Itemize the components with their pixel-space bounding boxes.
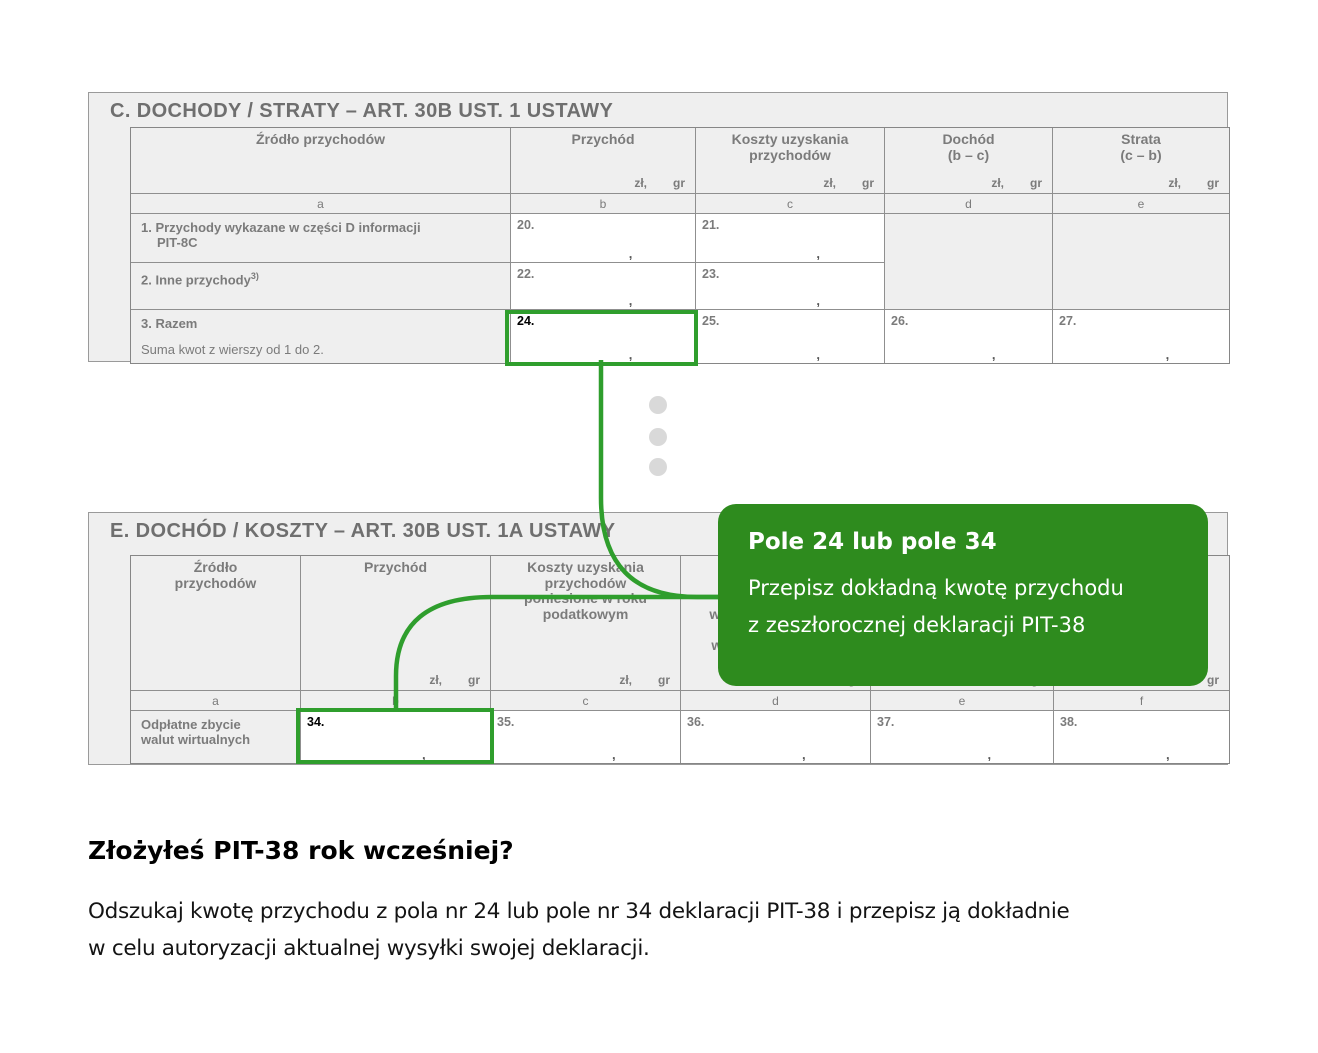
field-34: 34. , <box>301 711 491 763</box>
tooltip-title: Pole 24 lub pole 34 <box>748 529 997 555</box>
col-letter-a: a <box>131 194 511 214</box>
row-label-virtual-currency: Odpłatne zbycie walut wirtualnych <box>131 711 301 763</box>
col-header-income: Dochód (b – c) zł, gr <box>885 128 1053 194</box>
section-c-title: C. DOCHODY / STRATY – ART. 30B UST. 1 US… <box>110 100 614 122</box>
field-23: 23. , <box>696 263 885 310</box>
col-header-source: Źródło przychodów <box>131 556 301 691</box>
col-letter-c: c <box>491 691 681 711</box>
field-26: 26. , <box>885 310 1053 363</box>
ellipsis-dot <box>649 428 667 446</box>
col-header-costs: Koszty uzyskania przychodów zł, gr <box>696 128 885 194</box>
highlight-box-field34 <box>296 708 494 764</box>
col-letter-d: d <box>681 691 871 711</box>
field-25: 25. , <box>696 310 885 363</box>
unit-labels: zł,gr <box>429 672 480 687</box>
merged-cell-e <box>1053 214 1229 310</box>
col-letter-d: d <box>885 194 1053 214</box>
col-letter-f: f <box>1054 691 1229 711</box>
highlight-box-field24 <box>505 310 698 366</box>
unit-labels: zł,gr <box>1168 175 1219 190</box>
field-24: 24. , <box>511 310 696 363</box>
col-header-revenue: Przychód zł, gr <box>301 556 491 691</box>
section-c-frame: C. DOCHODY / STRATY – ART. 30B UST. 1 US… <box>88 92 1230 364</box>
col-letter-c: c <box>696 194 885 214</box>
field-20: 20. , <box>511 214 696 263</box>
unit-labels: zł,gr <box>619 672 670 687</box>
col-letter-a: a <box>131 691 301 711</box>
unit-labels: zł,gr <box>823 175 874 190</box>
field-22: 22. , <box>511 263 696 310</box>
field-37: 37. , <box>871 711 1054 763</box>
row-label-2: 2. Inne przychody3) <box>131 263 511 310</box>
field-35: 35. , <box>491 711 681 763</box>
col-letter-e: e <box>871 691 1054 711</box>
col-header-costs-current: Koszty uzyskania przychodów poniesione w … <box>491 556 681 691</box>
col-letter-e: e <box>1053 194 1229 214</box>
ellipsis-dot <box>649 458 667 476</box>
field-36: 36. , <box>681 711 871 763</box>
section-e-title: E. DOCHÓD / KOSZTY – ART. 30B UST. 1A US… <box>110 520 616 542</box>
unit-labels: zł,gr <box>991 175 1042 190</box>
tooltip-body: Przepisz dokładną kwotę przychodu z zesz… <box>748 576 1124 637</box>
col-header-source: Źródło przychodów <box>131 128 511 194</box>
field-27: 27. , <box>1053 310 1229 363</box>
ellipsis-dot <box>649 396 667 414</box>
row-label-3: 3. Razem Suma kwot z wierszy od 1 do 2. <box>131 310 511 363</box>
col-header-revenue: Przychód zł, gr <box>511 128 696 194</box>
field-38: 38. , <box>1054 711 1229 763</box>
unit-labels: zł,gr <box>634 175 685 190</box>
footer-paragraph: Odszukaj kwotę przychodu z pola nr 24 lu… <box>88 899 1070 961</box>
col-header-loss: Strata (c – b) zł, gr <box>1053 128 1229 194</box>
footer-heading: Złożyłeś PIT-38 rok wcześniej? <box>88 836 514 865</box>
field-21: 21. , <box>696 214 885 263</box>
section-c-table: Źródło przychodów Przychód zł, gr Koszty … <box>130 127 1230 364</box>
col-letter-b: b <box>511 194 696 214</box>
row-label-1: 1. Przychody wykazane w części D informa… <box>131 214 511 263</box>
merged-cell-d <box>885 214 1053 310</box>
tooltip-pole-24-34: Pole 24 lub pole 34 Przepisz dokładną kw… <box>718 504 1208 686</box>
